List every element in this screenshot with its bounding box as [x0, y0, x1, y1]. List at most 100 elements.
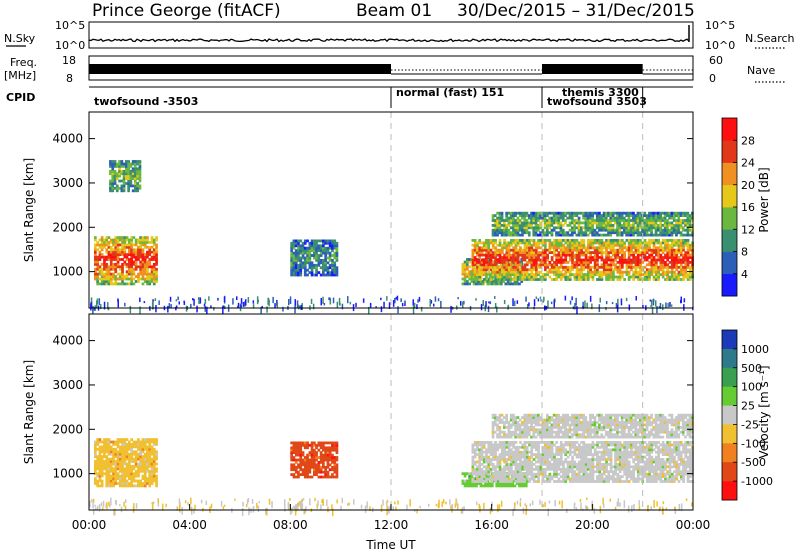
noise-echo [268, 299, 270, 307]
echo-cell [294, 261, 298, 265]
echo-cell [503, 445, 506, 449]
echo-cell [319, 475, 323, 479]
echo-cell [496, 243, 500, 247]
echo-cell [566, 261, 570, 264]
echo-cell [493, 233, 497, 237]
echo-cell [534, 219, 538, 222]
echo-cell [564, 233, 567, 237]
echo-cell [105, 277, 109, 281]
echo-cell [128, 452, 131, 456]
echo-cell [125, 275, 129, 278]
echo-cell [461, 479, 465, 483]
echo-cell [512, 239, 515, 242]
echo-cell [473, 453, 477, 456]
noise-echo [169, 296, 172, 302]
echo-cell [520, 484, 524, 488]
noise-echo [302, 498, 305, 501]
echo-cell [507, 246, 511, 250]
echo-cell [294, 451, 298, 454]
echo-cell [501, 443, 504, 447]
echo-cell [292, 259, 296, 262]
echo-cell [317, 246, 321, 250]
echo-cell [303, 441, 307, 445]
echo-cell [299, 441, 303, 445]
noise-echo [274, 303, 276, 308]
echo-cell [150, 460, 154, 463]
echo-cell [290, 441, 293, 445]
echo-cell [306, 441, 309, 445]
echo-cell [480, 467, 484, 471]
echo-cell [525, 460, 529, 464]
echo-cell [489, 265, 493, 269]
echo-cell [471, 265, 475, 269]
echo-cell [510, 470, 513, 474]
noise-echo [107, 306, 110, 311]
echo-cell [618, 216, 622, 220]
echo-cell [578, 256, 581, 259]
echo-cell [463, 484, 467, 488]
echo-cell [571, 258, 574, 262]
echo-cell [643, 241, 647, 245]
echo-cell [335, 468, 339, 472]
echo-cell [575, 248, 579, 252]
echo-cell [609, 273, 613, 276]
echo-cell [604, 221, 608, 225]
echo-cell [550, 231, 554, 235]
echo-cell [575, 226, 579, 230]
echo-cell [684, 243, 688, 247]
echo-cell [577, 219, 581, 222]
echo-cell [618, 251, 622, 254]
echo-cell [561, 224, 565, 227]
echo-cell [616, 253, 620, 257]
echo-cell [580, 221, 583, 225]
echo-cell [541, 241, 545, 245]
echo-cell [116, 474, 120, 478]
echo-cell [650, 261, 654, 264]
echo-cell [473, 273, 477, 276]
echo-cell [297, 259, 300, 262]
echo-cell [503, 477, 506, 481]
echo-cell [503, 450, 506, 454]
echo-cell [587, 265, 590, 269]
echo-cell [614, 219, 617, 222]
echo-cell [471, 251, 475, 254]
echo-cell [664, 278, 667, 281]
echo-cell [505, 460, 509, 464]
echo-cell [138, 177, 142, 180]
echo-cell [489, 239, 493, 242]
noise-echo [429, 299, 431, 307]
echo-cell [621, 270, 624, 274]
echo-cell [123, 460, 127, 463]
echo-cell [630, 241, 633, 245]
echo-cell [609, 268, 613, 272]
echo-cell [507, 463, 511, 466]
echo-cell [688, 226, 692, 230]
echo-cell [130, 484, 133, 488]
echo-cell [324, 465, 327, 469]
echo-cell [478, 477, 481, 481]
echo-cell [664, 263, 667, 267]
echo-cell [118, 474, 122, 478]
echo-cell [123, 467, 127, 471]
echo-cell [514, 458, 518, 461]
echo-cell [555, 278, 558, 281]
echo-cell [120, 184, 124, 188]
echo-cell [303, 473, 307, 476]
echo-cell [146, 462, 149, 466]
echo-cell [94, 263, 97, 266]
echo-cell [331, 473, 334, 476]
echo-cell [670, 270, 674, 274]
echo-cell [134, 452, 138, 456]
echo-cell [589, 246, 592, 250]
echo-cell [306, 465, 309, 469]
echo-cell [614, 263, 617, 267]
echo-cell [555, 216, 558, 220]
echo-cell [512, 251, 515, 254]
echo-cell [645, 248, 649, 252]
noise-echo [192, 298, 194, 301]
noise-echo [454, 503, 457, 508]
echo-cell [539, 261, 543, 264]
echo-cell [544, 278, 547, 281]
echo-cell [322, 441, 325, 445]
echo-cell [584, 265, 588, 269]
